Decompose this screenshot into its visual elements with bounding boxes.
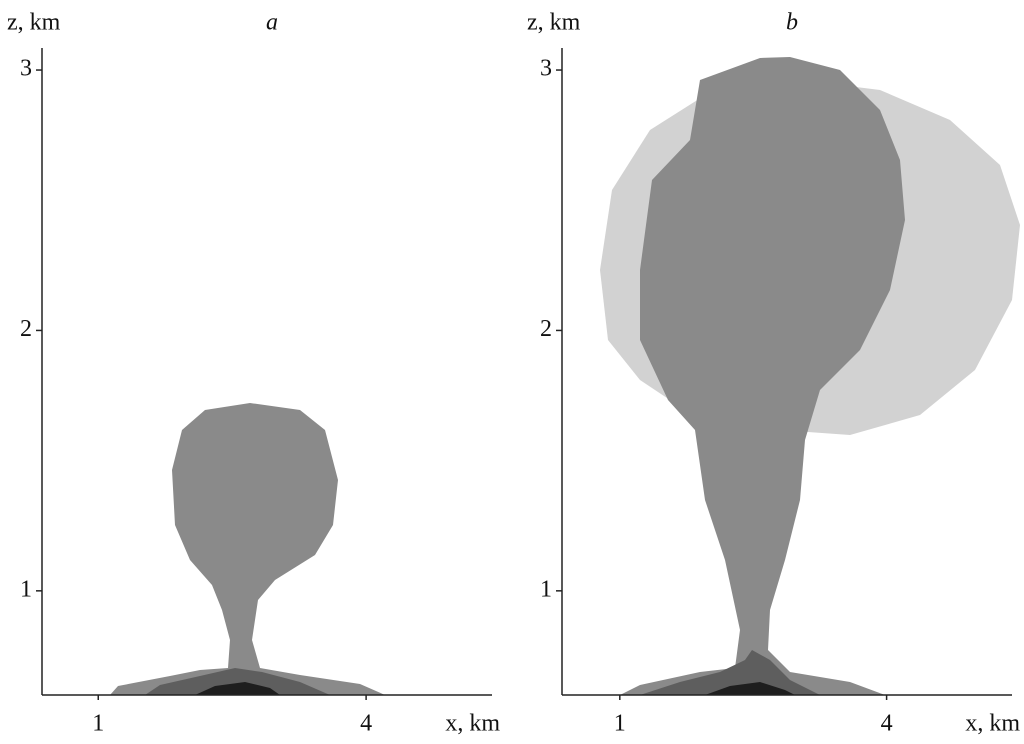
x-tick-label: 1 [614,711,626,737]
y-tick-label: 1 [20,576,32,602]
y-axis-label: z, km [7,10,61,36]
x-axis-label: x, km [445,711,500,737]
x-axis-label: x, km [965,711,1020,737]
plume-body [110,403,385,695]
x-tick-label: 4 [881,711,893,737]
y-tick-label: 1 [540,576,552,602]
plume-a [110,403,385,695]
chart-title: a [266,10,278,36]
x-tick-label: 4 [360,711,372,737]
chart-title: b [786,10,798,36]
plume-base [640,650,820,695]
plume-core [195,682,280,695]
plume-core [705,682,795,695]
axes: 1 2 3 1 4 a z, km x, km 1 2 3 1 4 b z, km x, km [7,10,1020,737]
plume-body [620,57,905,695]
y-tick-label: 2 [20,316,32,342]
y-tick-label: 2 [540,316,552,342]
y-tick-label: 3 [20,56,32,82]
plume-b [600,57,1020,695]
y-tick-label: 3 [540,56,552,82]
plume-base [145,668,330,695]
x-tick-label: 1 [92,711,104,737]
y-axis-label: z, km [527,10,581,36]
